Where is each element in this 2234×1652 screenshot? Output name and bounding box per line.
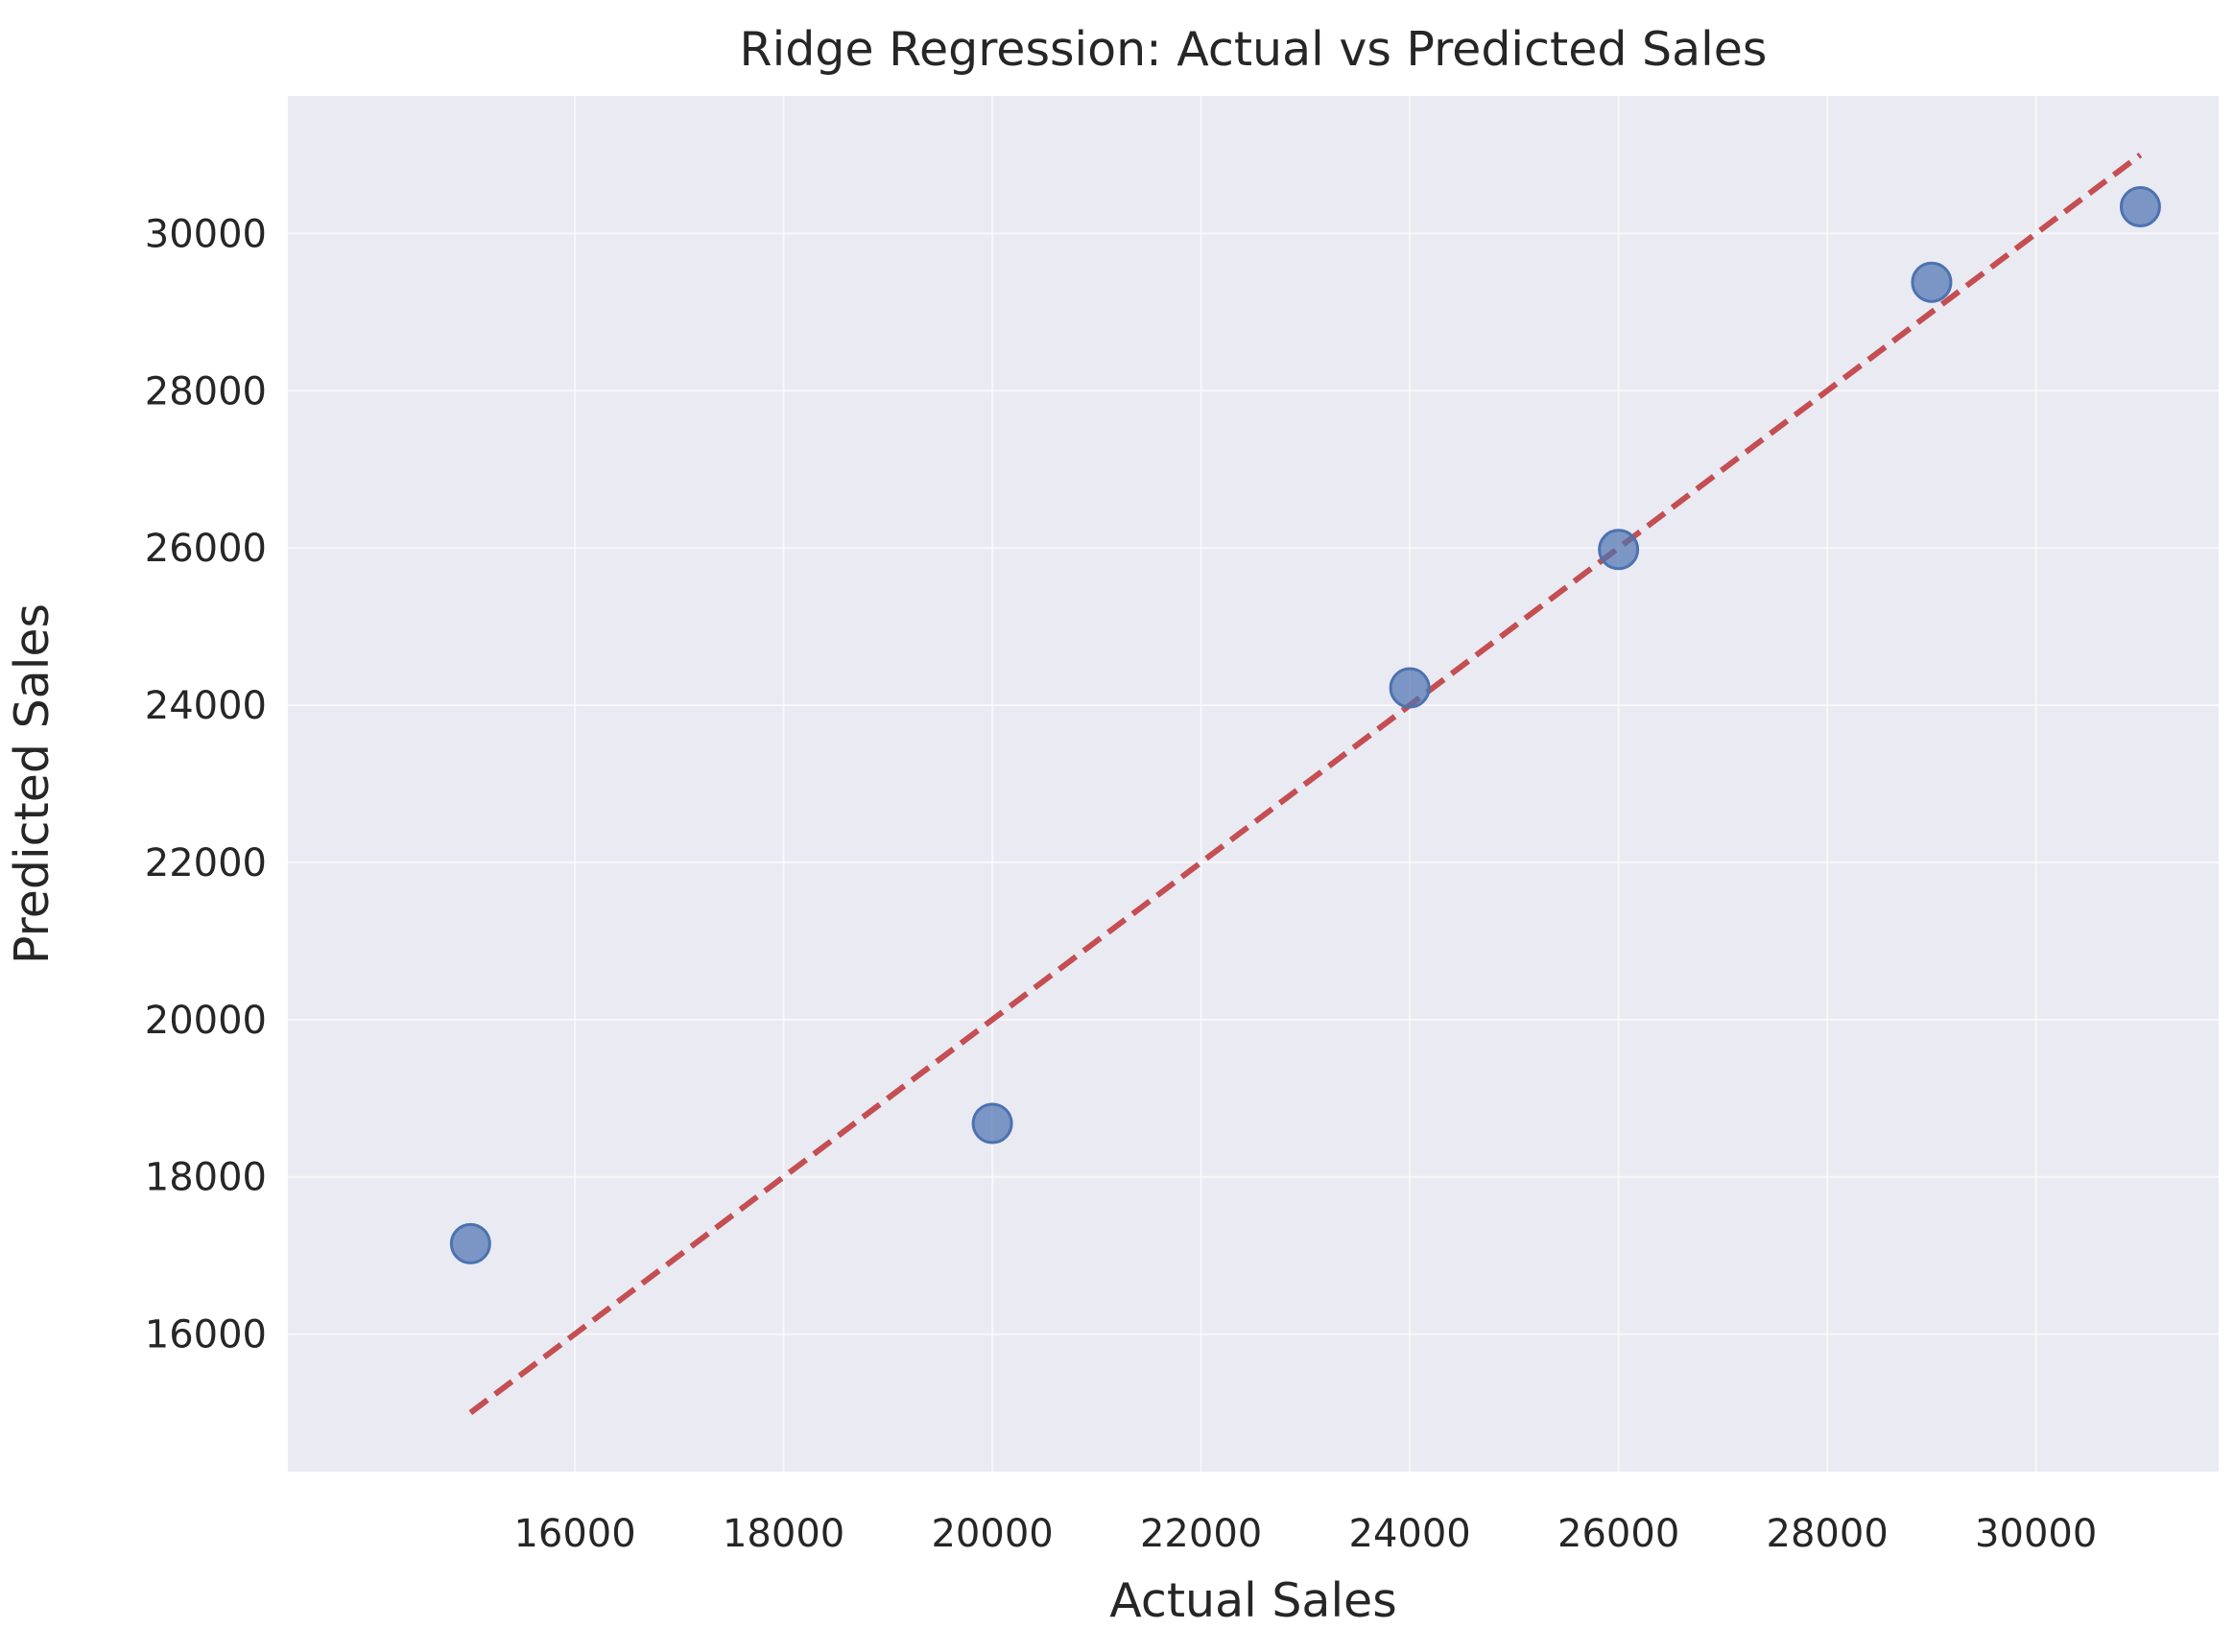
chart-title: Ridge Regression: Actual vs Predicted Sa… (740, 22, 1768, 77)
x-tick-label: 20000 (931, 1512, 1053, 1556)
x-tick-label: 28000 (1767, 1512, 1889, 1556)
x-tick-label: 24000 (1349, 1512, 1471, 1556)
y-tick-label: 26000 (145, 527, 267, 571)
data-point (451, 1224, 489, 1263)
x-tick-labels: 16000 18000 20000 22000 24000 26000 28000 30000 (513, 1512, 2097, 1556)
y-tick-labels: 16000 18000 20000 22000 24000 26000 28000 30000 (145, 212, 267, 1357)
y-tick-label: 24000 (145, 684, 267, 728)
x-tick-label: 16000 (513, 1512, 635, 1556)
data-point (1390, 669, 1429, 707)
y-tick-label: 18000 (145, 1156, 267, 1200)
data-point (1600, 531, 1638, 569)
data-point (1913, 263, 1951, 301)
data-point (973, 1104, 1011, 1143)
x-tick-label: 30000 (1975, 1512, 2097, 1556)
data-point (2121, 188, 2159, 226)
y-axis-label: Predicted Sales (5, 603, 59, 964)
y-tick-label: 20000 (145, 999, 267, 1043)
x-axis-label: Actual Sales (1109, 1573, 1397, 1628)
x-tick-label: 18000 (723, 1512, 844, 1556)
x-tick-label: 26000 (1557, 1512, 1679, 1556)
y-tick-label: 16000 (145, 1313, 267, 1357)
x-tick-label: 22000 (1140, 1512, 1262, 1556)
y-tick-label: 30000 (145, 212, 267, 256)
y-tick-label: 28000 (145, 369, 267, 413)
y-tick-label: 22000 (145, 841, 267, 885)
